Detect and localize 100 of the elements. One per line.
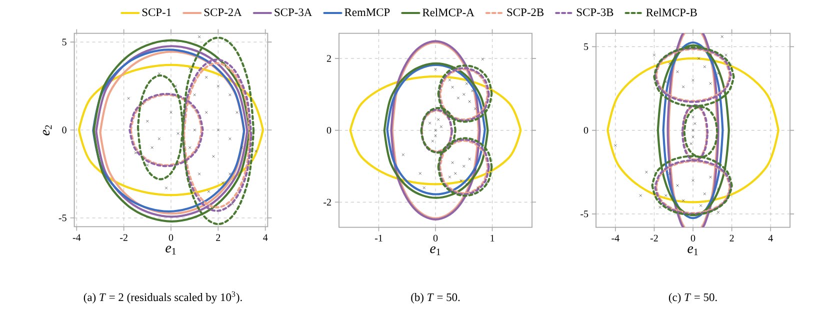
legend-label: RelMCP-A bbox=[422, 8, 474, 16]
point bbox=[639, 194, 642, 197]
x-tick-label: 1 bbox=[490, 234, 494, 242]
point bbox=[692, 78, 694, 82]
text: (b) T = 50. bbox=[411, 293, 460, 304]
point bbox=[664, 194, 668, 197]
point bbox=[127, 96, 130, 100]
point bbox=[254, 150, 258, 152]
point bbox=[193, 128, 196, 132]
point bbox=[228, 172, 232, 176]
legend-label: SCP-2B bbox=[507, 8, 544, 16]
point bbox=[448, 78, 452, 82]
point bbox=[422, 186, 426, 190]
x-tick-label: 4 bbox=[263, 234, 268, 241]
legend-label: RemMCP bbox=[344, 8, 390, 16]
point bbox=[709, 176, 712, 179]
point bbox=[141, 102, 144, 106]
x-axis-title: e$_{1}$ bbox=[430, 246, 440, 256]
point bbox=[474, 168, 477, 172]
point bbox=[434, 128, 437, 132]
point bbox=[228, 137, 232, 140]
y-tick-label: -5 bbox=[580, 210, 588, 218]
point bbox=[724, 54, 728, 56]
point bbox=[204, 111, 208, 114]
point bbox=[716, 187, 720, 190]
y-tick-label: 2 bbox=[326, 55, 331, 62]
text: (c) T = 50. bbox=[668, 293, 717, 304]
x-tick-label: -4 bbox=[612, 234, 620, 242]
legend-label: SCP-1 bbox=[142, 8, 171, 16]
point bbox=[216, 84, 220, 88]
point bbox=[720, 35, 724, 38]
point bbox=[193, 93, 196, 96]
text: (a) T = 2 (residuals scaled by 10$^{3}$). bbox=[84, 291, 242, 304]
y-tick-label: 0 bbox=[584, 126, 588, 134]
x-tick-label: -4 bbox=[72, 234, 81, 241]
legend-label: RelMCP-B bbox=[646, 8, 697, 16]
point bbox=[703, 65, 706, 68]
point bbox=[476, 186, 480, 190]
point bbox=[690, 142, 692, 146]
point bbox=[703, 192, 706, 196]
point bbox=[694, 122, 696, 126]
x-tick-label: 4 bbox=[768, 234, 773, 242]
point bbox=[146, 120, 149, 123]
point bbox=[480, 73, 482, 76]
point bbox=[146, 164, 149, 167]
legend-label: SCP-3B bbox=[576, 8, 614, 16]
x-tick-label: 0 bbox=[690, 234, 696, 242]
point bbox=[709, 82, 712, 85]
point bbox=[164, 186, 168, 190]
point bbox=[158, 72, 161, 76]
point bbox=[158, 137, 161, 140]
point bbox=[692, 116, 694, 118]
point bbox=[645, 170, 648, 174]
point bbox=[236, 111, 238, 114]
point bbox=[436, 118, 440, 121]
point bbox=[174, 84, 178, 88]
y-axis-title: e$_{2}$ bbox=[42, 125, 52, 136]
point bbox=[176, 132, 180, 135]
point bbox=[181, 114, 184, 118]
point bbox=[428, 122, 432, 125]
point bbox=[198, 172, 201, 176]
legend-label: SCP-3A bbox=[274, 8, 312, 16]
point bbox=[240, 146, 244, 149]
point bbox=[216, 128, 220, 132]
point bbox=[468, 158, 471, 160]
x-axis-title: e$_{1}$ bbox=[166, 246, 176, 255]
point bbox=[198, 35, 201, 38]
y-tick-label: -2 bbox=[324, 198, 331, 206]
point bbox=[668, 172, 672, 176]
point bbox=[207, 190, 210, 193]
point bbox=[462, 92, 466, 96]
point bbox=[134, 151, 138, 154]
point bbox=[228, 93, 232, 96]
x-tick-label: -1 bbox=[374, 234, 382, 242]
point bbox=[434, 68, 437, 71]
point bbox=[170, 111, 172, 114]
point bbox=[652, 54, 656, 56]
point bbox=[418, 172, 422, 175]
point bbox=[692, 128, 694, 132]
legend-label: SCP-2A bbox=[204, 8, 242, 16]
point bbox=[188, 67, 192, 70]
point bbox=[485, 180, 488, 184]
point bbox=[716, 72, 720, 75]
point bbox=[230, 202, 234, 206]
point bbox=[699, 204, 702, 207]
point bbox=[614, 144, 617, 147]
point bbox=[471, 89, 474, 92]
point bbox=[221, 181, 224, 184]
point bbox=[448, 176, 452, 178]
point bbox=[247, 120, 250, 123]
y-tick-label: 0 bbox=[326, 126, 332, 134]
x-axis-title: e$_{1}$ bbox=[688, 246, 698, 256]
point bbox=[676, 70, 679, 74]
point bbox=[697, 56, 700, 60]
y-tick-label: 5 bbox=[584, 43, 588, 50]
point bbox=[481, 58, 484, 61]
point bbox=[465, 82, 468, 85]
point bbox=[462, 164, 466, 168]
point bbox=[682, 85, 685, 88]
x-tick-label: -2 bbox=[120, 234, 128, 241]
